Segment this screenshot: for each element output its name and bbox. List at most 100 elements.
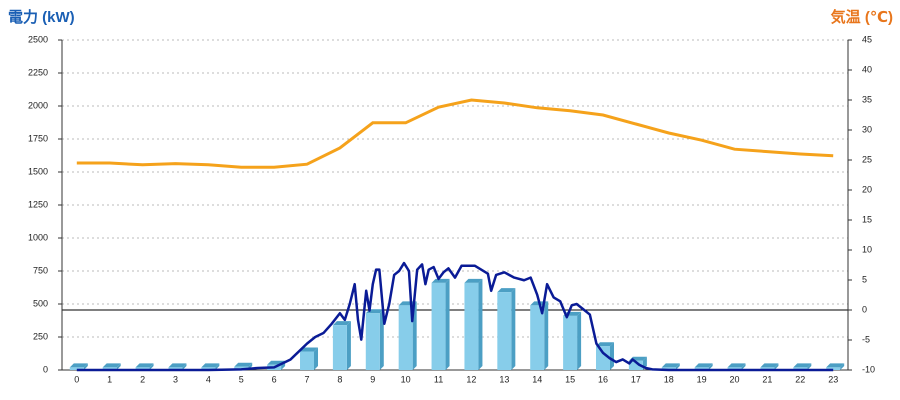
bar-side	[577, 311, 582, 370]
x-tick-label: 21	[762, 374, 772, 384]
bar-top	[661, 363, 680, 368]
y2-axis-title: 気温 (℃)	[831, 8, 893, 26]
y-tick-label: 1500	[28, 166, 48, 176]
bar	[595, 346, 610, 370]
bar	[530, 305, 545, 370]
x-tick-label: 20	[730, 374, 740, 384]
bar-top	[102, 363, 121, 368]
bar-top	[497, 288, 516, 293]
x-tick-label: 3	[173, 374, 178, 384]
y-tick-label: 250	[33, 331, 48, 341]
bar-side	[544, 301, 549, 370]
bar	[464, 282, 479, 370]
bar-side	[741, 363, 746, 370]
bar-top	[826, 363, 845, 368]
y2-tick-label: 30	[862, 124, 872, 134]
bar	[826, 367, 841, 370]
bar	[497, 292, 512, 370]
x-tick-label: 13	[499, 374, 509, 384]
y2-tick-label: -5	[862, 334, 870, 344]
bar	[431, 282, 446, 370]
x-tick-label: 2	[140, 374, 145, 384]
y2-tick-label: 20	[862, 184, 872, 194]
x-tick-label: 1	[107, 374, 112, 384]
y2-tick-label: 45	[862, 34, 872, 44]
bar-top	[300, 347, 319, 352]
bar-top	[431, 278, 450, 283]
y-axis-title: 電力 (kW)	[8, 8, 75, 26]
bar	[102, 367, 117, 370]
bar-side	[675, 363, 680, 370]
bar-top	[135, 363, 154, 368]
bar	[563, 315, 578, 370]
x-tick-label: 12	[466, 374, 476, 384]
x-tick-label: 8	[337, 374, 342, 384]
power-line	[76, 261, 834, 372]
y2-tick-label: 0	[862, 304, 867, 314]
bar-top	[464, 278, 483, 283]
bar-side	[215, 363, 220, 370]
x-tick-label: 15	[565, 374, 575, 384]
x-tick-label: 10	[401, 374, 411, 384]
bar-top	[760, 363, 779, 368]
x-tick-label: 5	[239, 374, 244, 384]
x-tick-label: 18	[664, 374, 674, 384]
bar-side	[807, 363, 812, 370]
bar-side	[511, 288, 516, 370]
y-tick-label: 0	[43, 364, 48, 374]
bar-side	[314, 347, 319, 370]
bar	[760, 367, 775, 370]
bar	[135, 367, 150, 370]
bar	[628, 360, 643, 370]
x-tick-label: 14	[532, 374, 542, 384]
x-tick-label: 11	[434, 374, 443, 384]
bar-side	[149, 363, 154, 370]
bar-top	[793, 363, 812, 368]
bar-top	[595, 342, 614, 347]
bar-top	[332, 321, 351, 326]
bar	[332, 325, 347, 370]
x-tick-label: 19	[697, 374, 707, 384]
x-tick-label: 7	[305, 374, 310, 384]
temperature-line	[76, 98, 834, 169]
x-tick-label: 9	[370, 374, 375, 384]
bar	[168, 367, 183, 370]
y-tick-label: 500	[33, 298, 48, 308]
bar-side	[346, 321, 351, 370]
bar-side	[83, 363, 88, 370]
bar	[398, 305, 413, 370]
bar-side	[478, 278, 483, 370]
y2-tick-label: 40	[862, 64, 872, 74]
x-tick-label: 23	[828, 374, 838, 384]
x-tick-label: 0	[74, 374, 79, 384]
bar-top	[201, 363, 220, 368]
bar	[793, 367, 808, 370]
bar-side	[182, 363, 187, 370]
y-tick-label: 750	[33, 265, 48, 275]
bar	[300, 351, 315, 370]
bar-top	[727, 363, 746, 368]
y-tick-label: 2250	[28, 67, 48, 77]
bar	[727, 367, 742, 370]
y-tick-label: 2000	[28, 100, 48, 110]
bar	[201, 367, 216, 370]
y-tick-label: 1000	[28, 232, 48, 242]
bar-side	[609, 342, 614, 370]
y2-tick-label: 15	[862, 214, 872, 224]
bar-top	[234, 362, 253, 367]
bar	[365, 313, 380, 370]
bar-top	[69, 363, 88, 368]
bar-side	[708, 363, 713, 370]
y2-tick-label: 5	[862, 274, 867, 284]
y-tick-label: 1250	[28, 199, 48, 209]
bar-side	[116, 363, 121, 370]
y2-tick-label: 10	[862, 244, 872, 254]
y2-tick-label: 25	[862, 154, 872, 164]
bar	[694, 367, 709, 370]
x-tick-label: 22	[795, 374, 805, 384]
x-tick-label: 16	[598, 374, 608, 384]
bar-top	[694, 363, 713, 368]
bar-side	[445, 278, 450, 370]
bar-side	[774, 363, 779, 370]
